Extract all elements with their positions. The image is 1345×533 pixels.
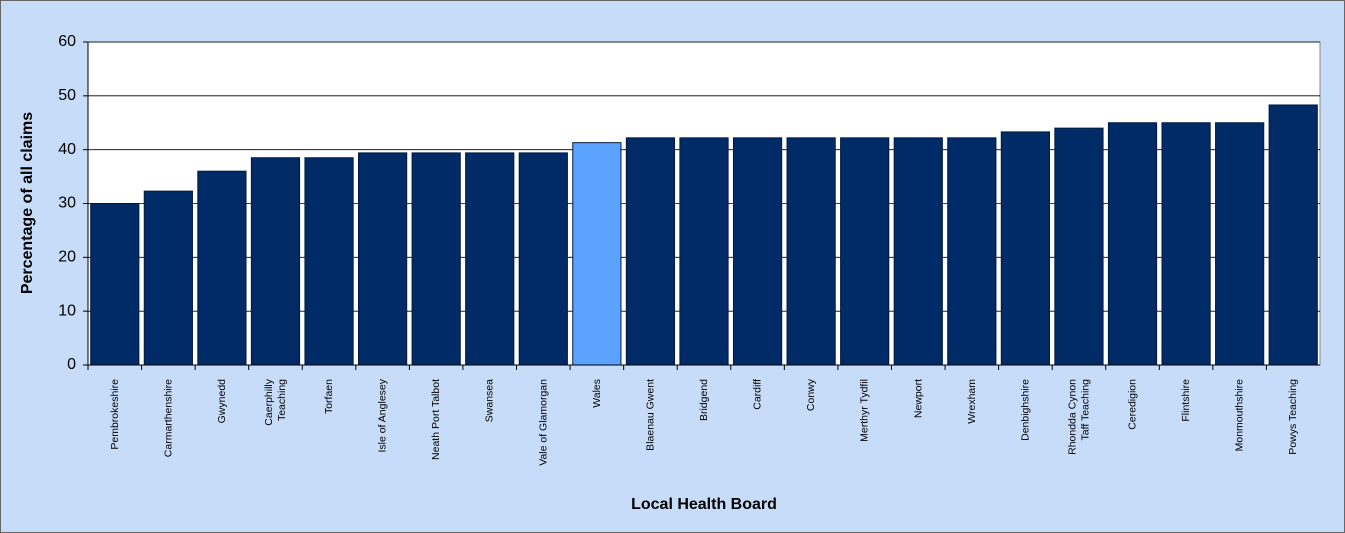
x-tick-label: Blaenau Gwent (644, 379, 656, 451)
bar (1000, 131, 1050, 366)
bar (143, 190, 193, 366)
x-tick-label: Flintshire (1180, 379, 1192, 422)
y-tick-label: 20 (58, 249, 76, 266)
bar (786, 137, 836, 366)
bar (1268, 104, 1318, 366)
bar (304, 157, 354, 366)
bar (1215, 122, 1265, 366)
y-tick-label: 50 (58, 87, 76, 104)
bar (679, 137, 729, 366)
x-tick-label: Denbighshire (1019, 379, 1031, 441)
x-tick-label: Monmouthshire (1233, 379, 1245, 452)
y-tick-label: 60 (58, 33, 76, 50)
bar (250, 157, 301, 366)
y-tick-label: 40 (58, 141, 76, 158)
x-tick-label: Neath Port Talbot (430, 379, 442, 460)
bar (518, 152, 568, 366)
bar (90, 203, 140, 366)
x-tick-label: Gwynedd (216, 379, 228, 424)
x-tick-label: Newport (912, 379, 924, 418)
bar (572, 142, 622, 366)
x-tick-label: Wales (591, 379, 603, 408)
bar (465, 152, 515, 366)
y-tick-label: 10 (58, 302, 76, 319)
x-tick-label: Vale of Glamorgan (537, 379, 549, 466)
x-tick-label: Rhondda CynonTaff Teaching (1066, 379, 1091, 455)
bar (1054, 127, 1104, 366)
bar (840, 137, 890, 366)
x-tick-label: Bridgend (698, 379, 710, 421)
bar (1161, 122, 1211, 366)
x-tick-label: Wrexham (966, 379, 978, 424)
x-tick-label: CaerphillyTeaching (263, 378, 288, 425)
x-tick-label: Conwy (805, 378, 817, 411)
y-tick-label: 0 (67, 356, 76, 373)
bar (197, 170, 247, 366)
x-tick-label: Carmarthenshire (162, 379, 174, 457)
bar (411, 152, 461, 366)
x-tick-label: Swansea (484, 379, 496, 422)
bar (893, 137, 943, 366)
x-tick-label: Powys Teaching (1287, 379, 1299, 455)
y-tick-label: 30 (58, 195, 76, 212)
x-tick-label: Merthyr Tydfil (858, 379, 870, 442)
x-tick-label: Torfaen (323, 379, 335, 414)
bar (358, 152, 408, 366)
bar (947, 137, 997, 366)
x-axis-title: Local Health Board (631, 496, 777, 513)
x-tick-label: Ceredigion (1126, 379, 1138, 430)
bar (732, 137, 783, 366)
bar (1107, 122, 1158, 366)
x-tick-label: Pembrokeshire (109, 379, 121, 450)
bar (625, 137, 676, 366)
x-tick-label: Isle of Anglesey (376, 378, 388, 452)
y-axis-title: Percentage of all claims (19, 112, 36, 294)
x-tick-label: Cardiff (751, 379, 763, 410)
